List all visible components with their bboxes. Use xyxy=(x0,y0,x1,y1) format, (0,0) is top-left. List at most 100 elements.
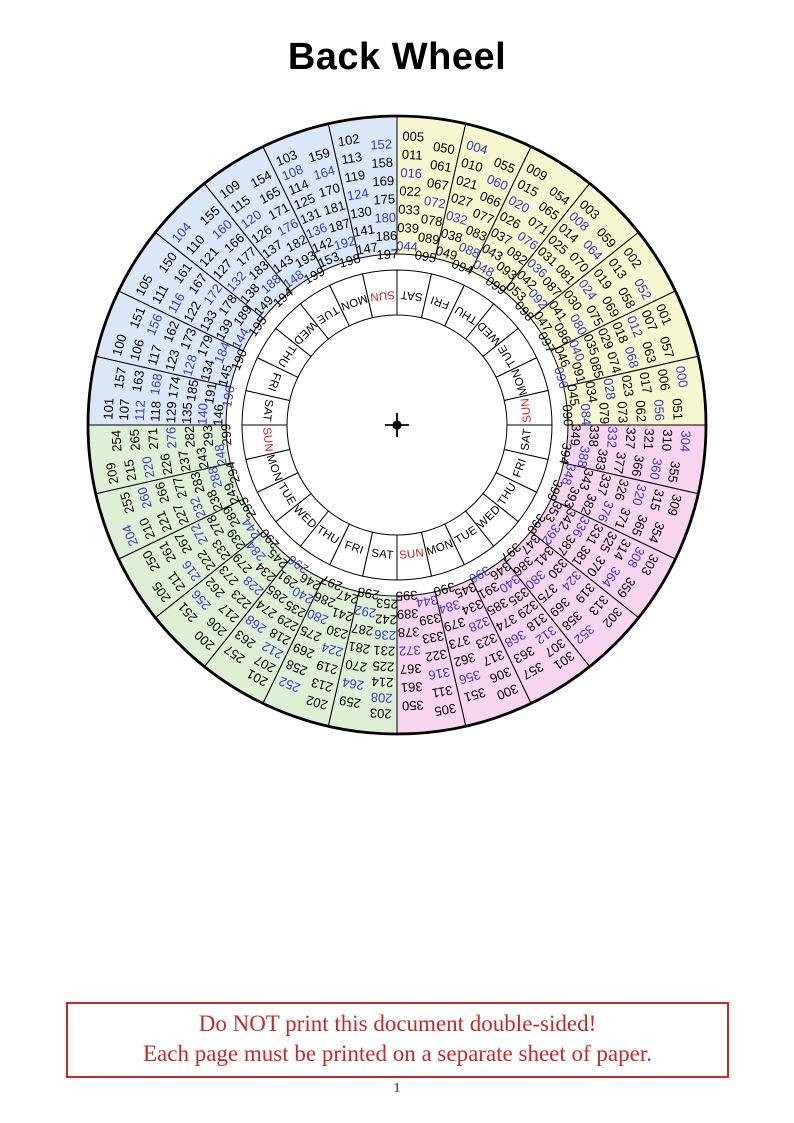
year-number: 360 xyxy=(647,457,665,481)
warning-line-2: Each page must be printed on a separate … xyxy=(143,1041,652,1066)
year-number: 170 xyxy=(317,180,342,200)
year-number: 140 xyxy=(194,403,210,426)
year-number: 000 xyxy=(673,365,691,389)
year-number: 006 xyxy=(655,368,673,392)
year-number: 180 xyxy=(374,210,397,226)
year-number: 072 xyxy=(423,193,447,211)
year-number: 270 xyxy=(344,657,368,675)
day-label: SUN xyxy=(260,427,275,453)
year-number: 129 xyxy=(163,401,179,424)
year-number: 197 xyxy=(376,246,399,262)
year-number: 379 xyxy=(442,614,467,634)
day-ring-cell: MON xyxy=(329,273,374,327)
year-number: 390 xyxy=(432,579,457,599)
year-number: 067 xyxy=(426,175,450,193)
year-number: 128 xyxy=(180,353,200,378)
day-ring-cell: WED xyxy=(464,303,519,358)
year-number: 231 xyxy=(373,643,396,659)
year-number: 260 xyxy=(134,485,154,510)
year-number: 174 xyxy=(165,375,183,399)
year-number: 039 xyxy=(397,220,420,236)
day-label: SUN xyxy=(369,288,395,303)
year-number: 349 xyxy=(568,424,584,447)
day-label: SAT xyxy=(519,428,533,451)
year-number: 305 xyxy=(433,701,457,719)
day-ring-cell: SUN xyxy=(361,269,398,319)
year-number: 085 xyxy=(586,355,606,380)
year-number: 208 xyxy=(370,690,393,706)
year-number: 277 xyxy=(170,475,190,500)
year-number: 010 xyxy=(459,155,484,175)
year-number: 164 xyxy=(312,162,337,182)
year-number: 114 xyxy=(286,176,311,198)
day-ring-cell: SAT xyxy=(241,389,291,426)
year-number: 237 xyxy=(175,449,193,473)
year-number: 315 xyxy=(647,487,667,512)
year-number: 247 xyxy=(335,587,360,607)
year-number: 288 xyxy=(205,465,225,490)
year-number: 384 xyxy=(437,597,462,617)
year-number: 394 xyxy=(556,442,574,466)
year-number: 186 xyxy=(375,228,398,244)
year-number: 389 xyxy=(396,606,419,622)
year-number: 299 xyxy=(218,423,234,446)
day-ring-cell: SUN xyxy=(241,424,291,461)
day-ring-cell: SUN xyxy=(396,531,433,581)
year-number: 169 xyxy=(372,173,395,189)
year-number: 051 xyxy=(669,398,685,421)
year-number: 283 xyxy=(187,470,207,495)
year-number: 236 xyxy=(374,627,397,643)
year-number: 220 xyxy=(139,455,157,479)
year-number: 337 xyxy=(594,472,614,497)
year-number: 033 xyxy=(398,202,421,218)
year-number: 078 xyxy=(420,211,444,229)
year-number: 096 xyxy=(551,365,571,390)
year-number: 021 xyxy=(454,172,479,192)
year-number: 372 xyxy=(398,643,421,659)
year-number: 044 xyxy=(396,238,419,254)
year-number: 320 xyxy=(629,482,649,507)
year-number: 004 xyxy=(465,137,490,157)
year-number: 191 xyxy=(201,381,219,405)
year-number: 248 xyxy=(211,443,229,467)
year-number: 322 xyxy=(424,646,448,664)
year-number: 338 xyxy=(586,425,602,448)
year-number: 032 xyxy=(444,208,469,228)
year-number: 181 xyxy=(322,198,347,218)
year-number: 388 xyxy=(574,445,592,469)
year-number: 028 xyxy=(600,377,618,401)
year-number: 332 xyxy=(604,426,620,449)
year-number: 168 xyxy=(147,372,165,396)
day-label: SUN xyxy=(519,397,534,423)
year-number: 225 xyxy=(372,658,395,674)
year-number: 062 xyxy=(633,400,649,423)
year-number: 187 xyxy=(327,215,352,235)
year-number: 282 xyxy=(182,425,198,448)
year-number: 130 xyxy=(349,203,373,221)
year-number: 152 xyxy=(370,136,393,152)
sector-year-numbers: 209 215 220 226 237 243 248 254 265 271 276 282 293 2… xyxy=(103,423,235,485)
year-number: 045 xyxy=(564,383,582,407)
year-number: 102 xyxy=(337,131,361,149)
year-number: 113 xyxy=(340,149,363,167)
day-ring-cell: THU xyxy=(256,327,312,378)
year-number: 362 xyxy=(452,650,477,670)
year-number: 192 xyxy=(332,233,357,253)
year-number: 361 xyxy=(401,679,424,695)
year-number: 356 xyxy=(457,667,482,687)
year-number: 259 xyxy=(338,693,362,711)
sector-year-numbers: 2032082142252312362422532592642702812872… xyxy=(338,584,398,721)
sector-year-numbers: 005 011 016 022 033 039 044 0500610670720780890… xyxy=(396,128,456,265)
year-number: 219 xyxy=(315,657,340,677)
year-number: 175 xyxy=(373,191,396,207)
year-number: 266 xyxy=(152,480,172,505)
year-number: 264 xyxy=(341,675,365,693)
year-number: 378 xyxy=(397,624,420,640)
year-number: 100 xyxy=(109,332,129,357)
year-number: 005 xyxy=(402,128,425,144)
year-number: 049 xyxy=(434,243,459,263)
year-number: 079 xyxy=(596,402,612,425)
